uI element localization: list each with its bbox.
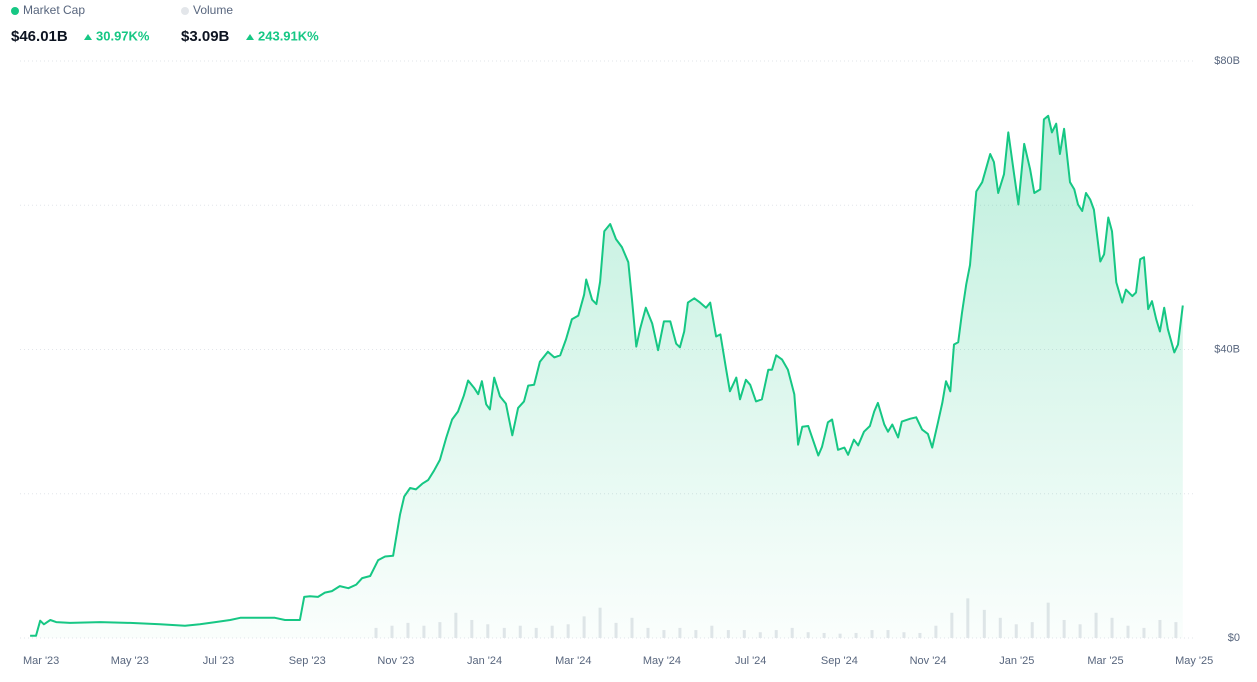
summary-value: $3.09B — [181, 28, 230, 45]
line — [30, 114, 1184, 637]
x-tick-label: Mar '25 — [1087, 655, 1123, 667]
x-tick-label: Jan '24 — [467, 655, 502, 667]
y-tick-label: $80B — [1214, 55, 1240, 67]
legend-swatch — [11, 7, 19, 15]
x-tick-label: Jul '24 — [735, 655, 766, 667]
header: Market Cap Volume $46.01B 30.97K% $3.09B… — [11, 3, 319, 45]
up-arrow — [84, 34, 92, 40]
x-tick-label: May '24 — [643, 655, 681, 667]
x-tick-label: Sep '24 — [821, 655, 858, 667]
legend-label[interactable]: Market Cap — [23, 3, 85, 17]
up-arrow — [246, 34, 254, 40]
x-tick-label: Nov '23 — [377, 655, 414, 667]
x-tick-label: Jul '23 — [203, 655, 234, 667]
x-tick-label: Sep '23 — [289, 655, 326, 667]
summary-change: 243.91K% — [258, 28, 319, 43]
y-tick-label: $0 — [1228, 632, 1240, 644]
legend-label[interactable]: Volume — [193, 3, 233, 17]
x-tick-label: Mar '24 — [555, 655, 591, 667]
y-tick-label: $40B — [1214, 343, 1240, 355]
summary-value: $46.01B — [11, 28, 68, 45]
x-tick-label: May '25 — [1175, 655, 1213, 667]
x-tick-label: Mar '23 — [23, 655, 59, 667]
x-tick-label: May '23 — [111, 655, 149, 667]
area-fill — [30, 115, 1183, 639]
summary-change: 30.97K% — [96, 28, 150, 43]
legend-swatch — [181, 7, 189, 15]
x-tick-label: Jan '25 — [999, 655, 1034, 667]
x-tick-label: Nov '24 — [910, 655, 947, 667]
